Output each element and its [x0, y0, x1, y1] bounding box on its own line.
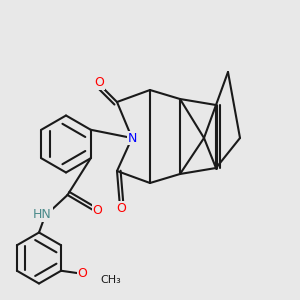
Text: HN: HN — [33, 208, 52, 221]
Text: O: O — [94, 76, 104, 89]
Text: O: O — [77, 267, 87, 280]
Text: O: O — [93, 203, 102, 217]
Text: CH₃: CH₃ — [100, 275, 121, 285]
Text: O: O — [117, 202, 126, 215]
Text: N: N — [127, 131, 137, 145]
